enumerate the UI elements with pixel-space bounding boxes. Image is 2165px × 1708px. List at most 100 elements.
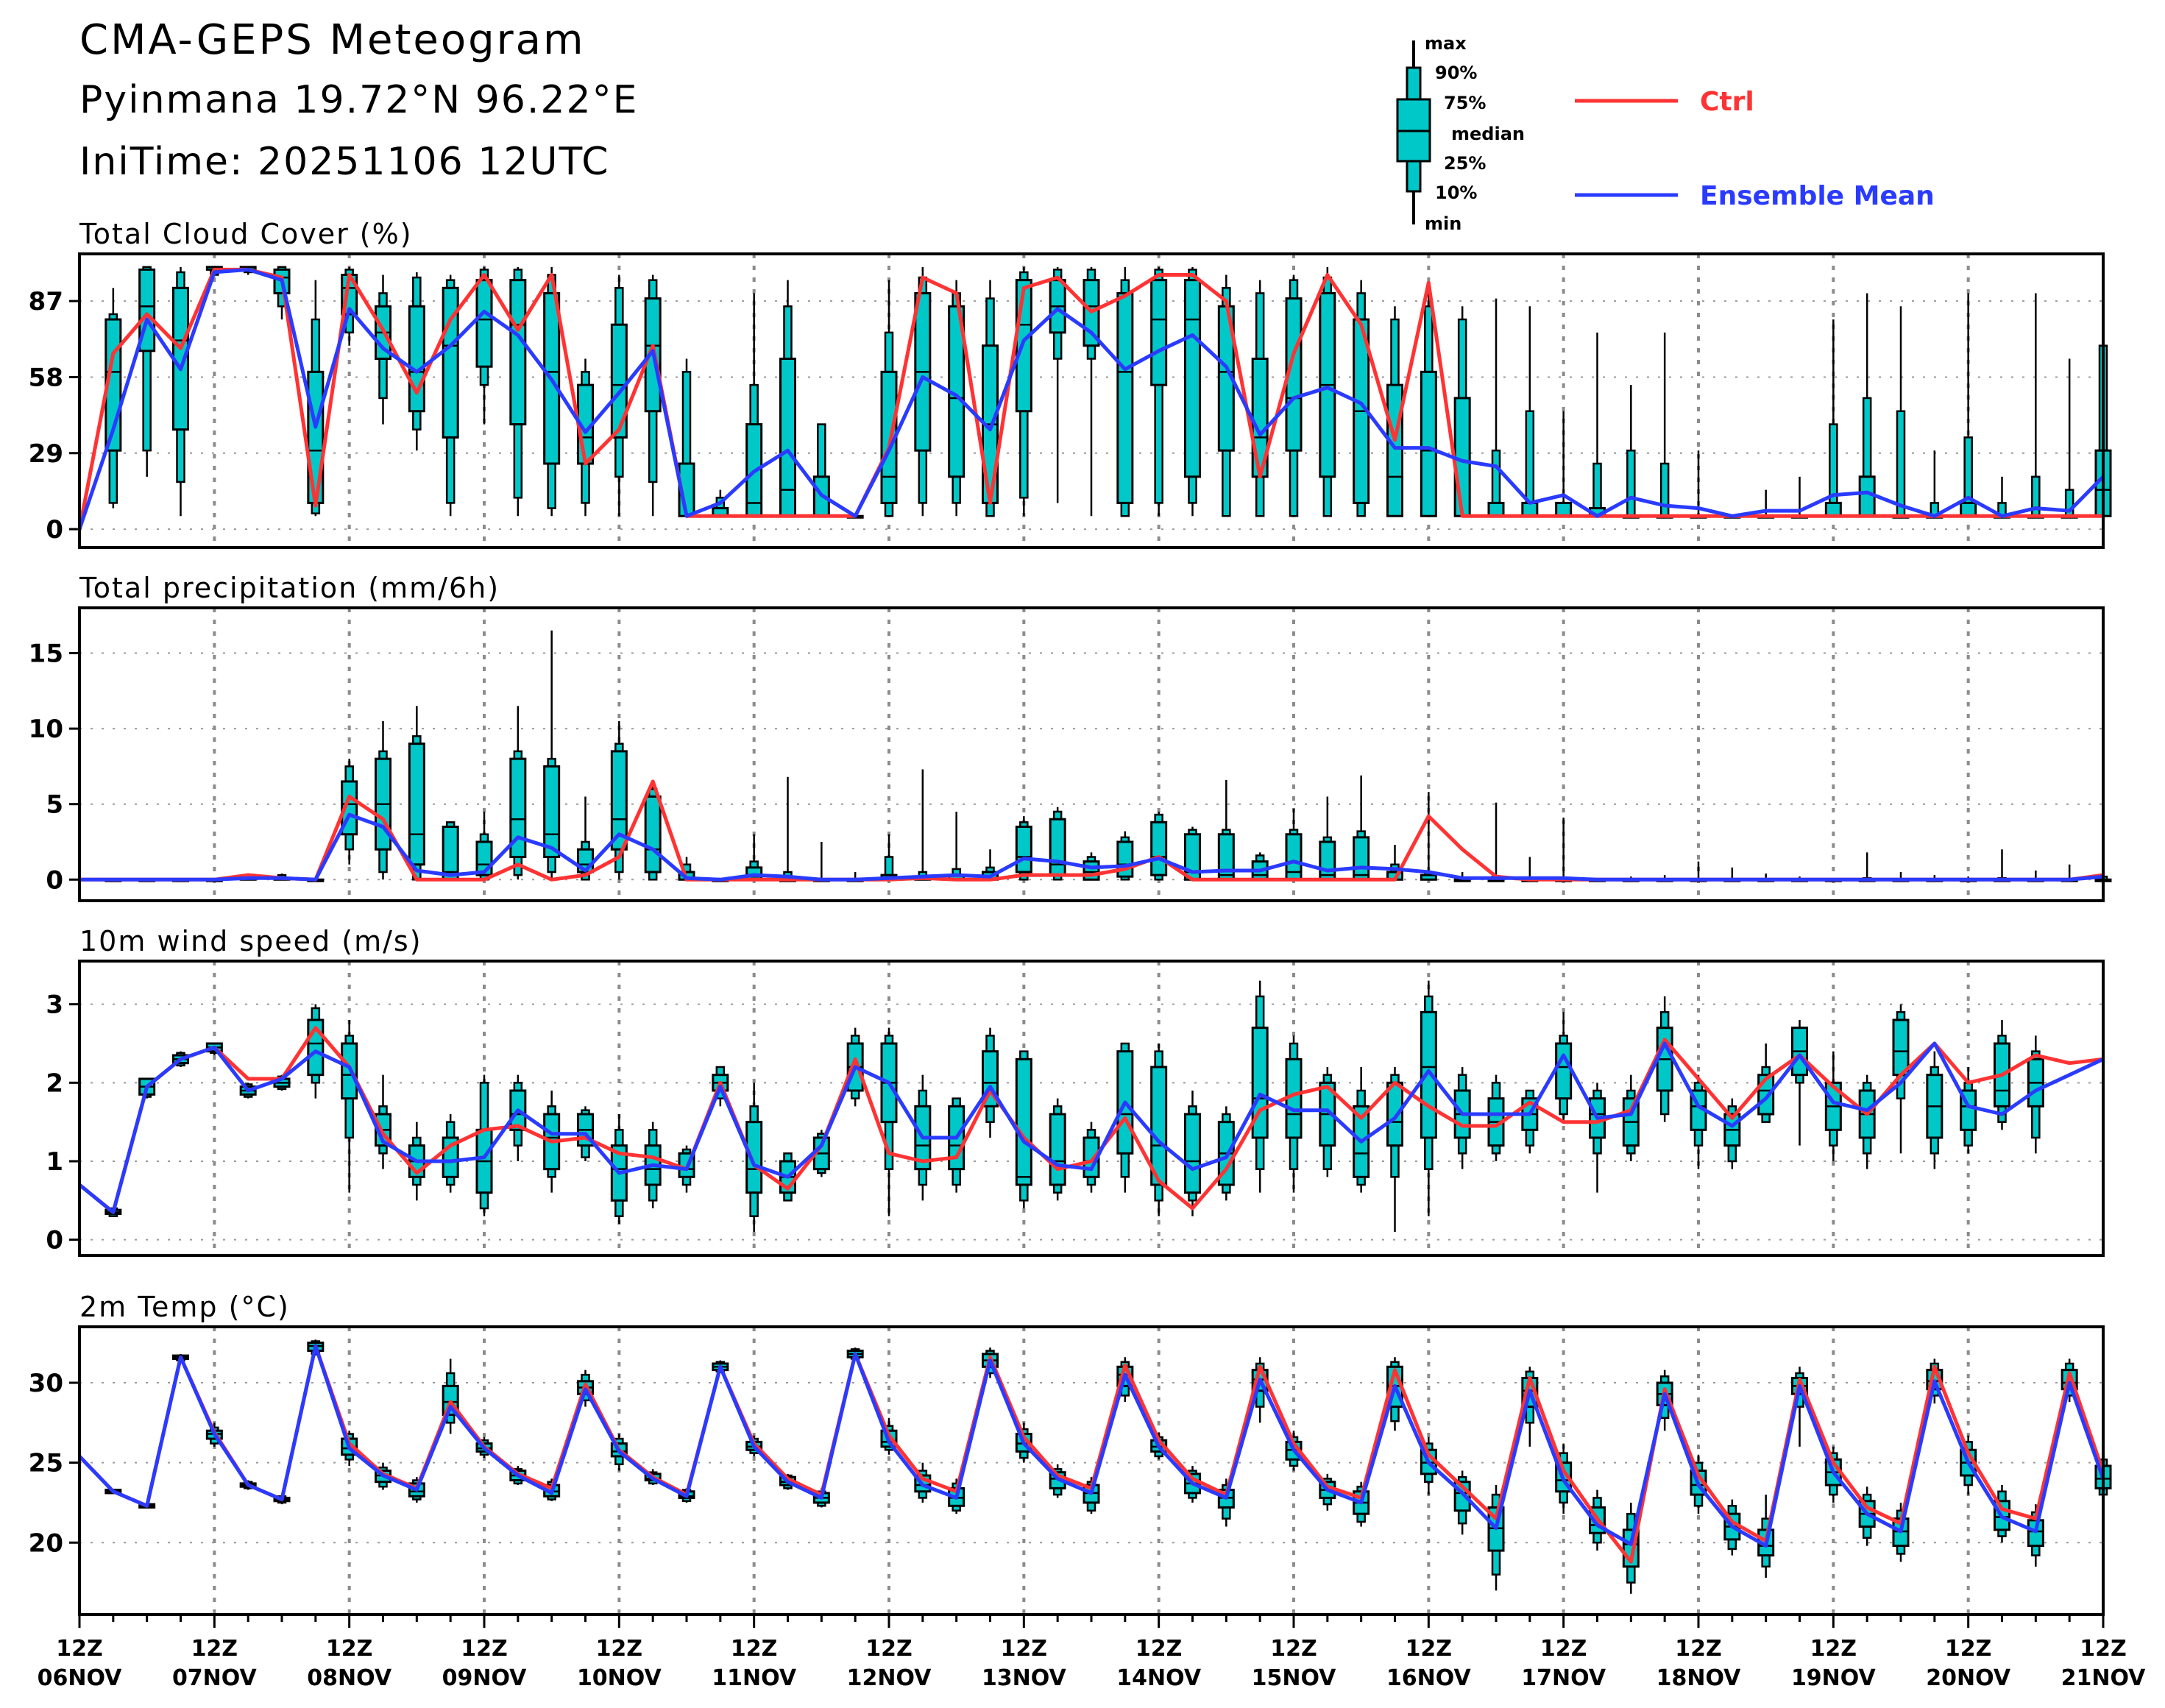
- ensemble-box: [1622, 1074, 1640, 1161]
- ensemble-box: [1420, 293, 1437, 517]
- box-legend-median: median: [1451, 124, 1525, 144]
- x-tick-date: 07NOV: [172, 1665, 258, 1691]
- ensemble-box: [475, 266, 493, 425]
- box-inner: [1487, 501, 1505, 517]
- box-inner: [1420, 1010, 1437, 1139]
- ensemble-box: [509, 266, 527, 517]
- y-tick-label: 5: [46, 790, 63, 820]
- ensemble-box: [1521, 1089, 1539, 1154]
- x-tick-hour: 12Z: [461, 1636, 508, 1662]
- box-inner: [1319, 840, 1336, 881]
- ensemble-box: [341, 1020, 358, 1193]
- box-inner: [1892, 1018, 1910, 1077]
- box-inner: [509, 757, 527, 859]
- box-inner: [1386, 383, 1403, 517]
- time-axis: 12Z 06NOV 12Z 07NOV 12Z 08NOV 12Z 09NOV 12Z 10NOV…: [38, 1615, 2146, 1691]
- box-legend-p75: 75%: [1444, 93, 1486, 113]
- ensemble-box: [1049, 1098, 1066, 1201]
- ensemble-box: [1015, 1050, 1032, 1208]
- ensemble-box: [1824, 319, 1842, 517]
- ensemble-box: [543, 630, 561, 880]
- ensemble-box: [1892, 306, 1910, 519]
- box-legend: max 90% 75% median 25% 10% min: [1396, 33, 1525, 234]
- ensemble-box: [745, 834, 763, 881]
- ensemble-box: [1386, 1067, 1403, 1232]
- ensemble-box: [1487, 1074, 1505, 1161]
- x-tick-hour: 12Z: [326, 1636, 373, 1662]
- ensemble-box: [1521, 306, 1539, 517]
- box-inner: [1150, 821, 1168, 876]
- ensemble-box: [1251, 980, 1269, 1193]
- x-tick-hour: 12Z: [56, 1636, 103, 1662]
- ensemble-box: [1319, 266, 1336, 517]
- panel-2: Total precipitation (mm/6h) 0 5 10 15: [29, 572, 2112, 902]
- ctrl-line: [78, 1026, 2104, 1214]
- y-tick-label: 2: [46, 1069, 63, 1098]
- box-inner: [1217, 833, 1235, 881]
- ensemble-box: [1892, 1004, 1910, 1154]
- ensemble-mean-line: [79, 812, 2104, 882]
- ensemble-box: [1960, 293, 1977, 517]
- y-tick-label: 1: [46, 1147, 63, 1177]
- ensemble-box: [1858, 852, 1876, 882]
- x-tick-date: 08NOV: [307, 1665, 392, 1691]
- panel-4: 2m Temp (°C) 20 25 30: [29, 1291, 2112, 1616]
- panel-title: 2m Temp (°C): [79, 1291, 290, 1323]
- ensemble-box: [1015, 816, 1032, 881]
- box-inner: [745, 1121, 763, 1194]
- ensemble-box: [779, 776, 796, 882]
- box-outer: [142, 266, 152, 452]
- box-inner: [1049, 1113, 1066, 1186]
- ensemble-box: [745, 293, 763, 517]
- box-inner: [1353, 836, 1370, 881]
- box-inner: [1420, 370, 1437, 517]
- ensemble-box: [1926, 450, 1943, 519]
- box-inner: [1184, 279, 1201, 478]
- y-tick-label: 30: [29, 1369, 63, 1398]
- ensemble-box: [442, 274, 459, 517]
- x-tick-hour: 12Z: [1001, 1636, 1048, 1662]
- ensemble-box: [408, 706, 425, 881]
- box-inner: [1150, 279, 1168, 386]
- x-tick-hour: 12Z: [2080, 1636, 2127, 1662]
- ensemble-box: [1251, 280, 1269, 517]
- box-inner: [408, 743, 425, 866]
- x-tick-date: 12NOV: [847, 1665, 932, 1691]
- box-inner: [1049, 818, 1066, 876]
- y-tick-label: 29: [29, 439, 63, 469]
- ensemble-mean-line: [77, 267, 2105, 530]
- ensemble-box: [812, 423, 830, 517]
- location-label: Pyinmana 19.72°N 96.22°E: [79, 78, 639, 122]
- ensemble-box: [509, 706, 527, 880]
- panel-title: Total Cloud Cover (%): [79, 218, 413, 250]
- panel-frame: [78, 960, 2105, 1257]
- ensemble-box: [1656, 332, 1673, 519]
- ensemble-box: [1353, 775, 1370, 881]
- legend-mean-label: Ensemble Mean: [1700, 181, 1935, 211]
- ensemble-box: [1420, 980, 1437, 1216]
- ensemble-box: [475, 1074, 493, 1216]
- box-inner: [543, 765, 561, 859]
- y-tick-label: 10: [29, 715, 63, 744]
- x-tick-hour: 12Z: [1540, 1636, 1587, 1662]
- box-inner: [1015, 279, 1032, 413]
- ensemble-box: [880, 1027, 898, 1216]
- ensemble-box: [1150, 1043, 1168, 1216]
- ensemble-mean-line: [78, 1041, 2105, 1214]
- y-tick-label: 58: [29, 363, 63, 392]
- y-tick-label: 15: [29, 639, 63, 669]
- x-tick-hour: 12Z: [596, 1636, 643, 1662]
- box-legend-max: max: [1425, 33, 1467, 54]
- line-legend: Ctrl Ensemble Mean: [1575, 87, 1935, 211]
- ensemble-box: [1926, 1051, 1943, 1169]
- x-tick-date: 18NOV: [1656, 1665, 1742, 1691]
- panel-1: Total Cloud Cover (%) 0 29 58 87: [29, 218, 2112, 549]
- ensemble-box: [1049, 807, 1066, 881]
- x-tick-hour: 12Z: [1406, 1636, 1453, 1662]
- box-inner: [644, 795, 662, 874]
- box-inner: [1960, 501, 1977, 517]
- box-legend-min: min: [1425, 213, 1461, 234]
- init-time-label: IniTime: 20251106 12UTC: [79, 140, 610, 184]
- ensemble-box: [2061, 358, 2078, 519]
